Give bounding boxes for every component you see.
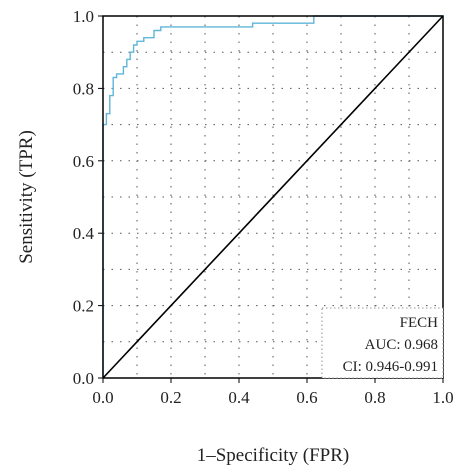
x-axis-title: 1–Specificity (FPR) bbox=[197, 445, 350, 466]
x-tick-label: 0.8 bbox=[364, 388, 385, 407]
series-layer bbox=[102, 15, 444, 379]
legend-ci-value: CI: 0.946-0.991 bbox=[343, 359, 438, 375]
legend: FECH AUC: 0.968 CI: 0.946-0.991 bbox=[321, 307, 444, 379]
x-tick-label: 0.2 bbox=[160, 388, 181, 407]
plot-frame bbox=[102, 15, 444, 379]
y-tick-label: 0.4 bbox=[73, 224, 95, 243]
x-tick-label: 0.0 bbox=[92, 388, 113, 407]
axis-ticks: 0.0 0.2 0.4 0.6 0.8 1.0 0.0 0.2 0.4 0.6 0.8 1.0 bbox=[73, 7, 454, 407]
legend-auc-value: AUC: 0.968 bbox=[365, 337, 438, 353]
x-tick-label: 0.4 bbox=[228, 388, 250, 407]
reference-diagonal-line bbox=[102, 15, 444, 379]
x-tick-label: 1.0 bbox=[432, 388, 453, 407]
y-tick-label: 0.8 bbox=[73, 79, 94, 98]
y-tick-label: 0.0 bbox=[73, 369, 94, 388]
y-tick-label: 0.6 bbox=[73, 152, 94, 171]
y-tick-label: 1.0 bbox=[73, 7, 94, 26]
legend-series-name: FECH bbox=[400, 315, 439, 331]
legend-box bbox=[321, 307, 444, 379]
roc-curve-line bbox=[102, 15, 443, 378]
x-tick-label: 0.6 bbox=[296, 388, 317, 407]
y-tick-label: 0.2 bbox=[73, 297, 94, 316]
y-axis-title: Sensitivity (TPR) bbox=[16, 130, 37, 264]
